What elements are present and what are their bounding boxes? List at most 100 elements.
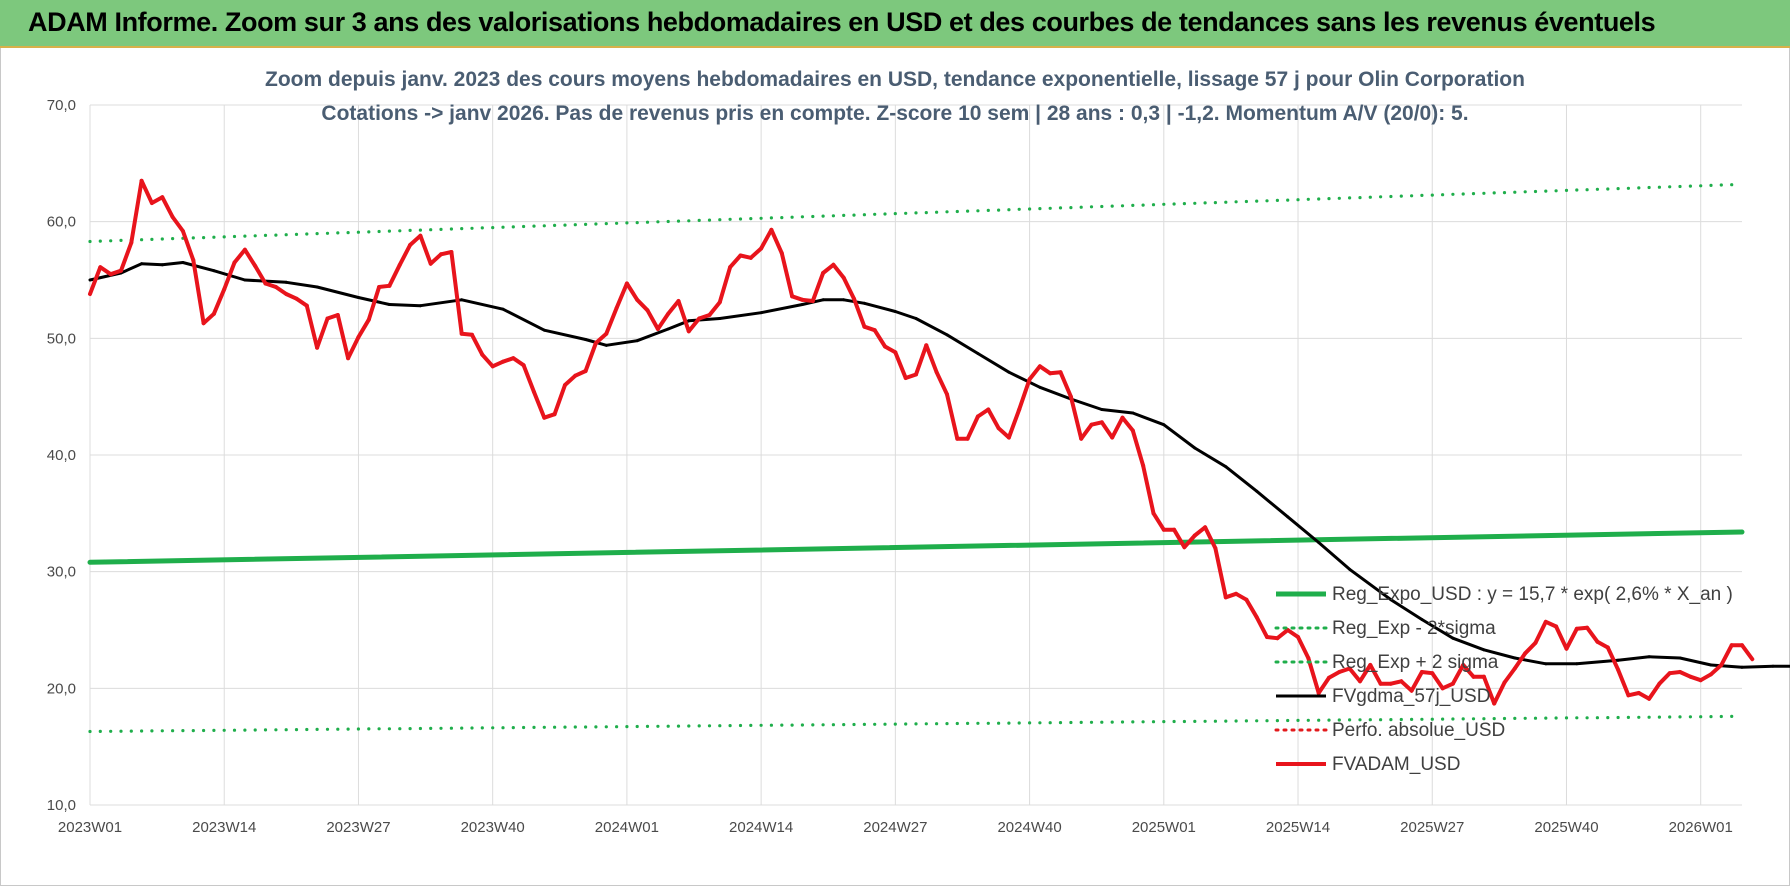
y-tick-label: 30,0	[47, 564, 76, 581]
y-tick-label: 50,0	[47, 330, 76, 347]
series-point	[728, 217, 732, 221]
series-point	[1213, 719, 1217, 723]
series-point	[914, 211, 918, 215]
series-point	[821, 214, 825, 218]
series-segment	[1389, 598, 1424, 621]
series-point	[573, 223, 577, 227]
series-point	[935, 722, 939, 726]
series-point	[1451, 192, 1455, 196]
series-point	[1492, 717, 1496, 721]
series-point	[842, 723, 846, 727]
series-point	[1513, 716, 1517, 721]
series-point	[253, 234, 257, 238]
series-point	[202, 236, 206, 240]
series-point	[88, 729, 92, 734]
series-segment	[1254, 615, 1269, 639]
series-point	[1699, 715, 1703, 719]
series-segment	[1575, 658, 1620, 666]
series-point	[140, 729, 144, 733]
chart-area: 10,020,030,040,050,060,070,0 2023W01 2023…	[47, 68, 1790, 836]
series-segment	[1224, 465, 1259, 493]
series-segment	[604, 339, 639, 347]
series-point	[666, 724, 670, 728]
series-segment	[759, 303, 804, 315]
series-segment	[170, 215, 185, 233]
series-point	[563, 725, 567, 729]
series-point	[966, 721, 970, 726]
series-segment	[1141, 463, 1156, 516]
series-point	[377, 727, 381, 731]
series-point	[1131, 720, 1135, 724]
series-point	[852, 213, 856, 217]
series-point	[150, 237, 154, 241]
x-tick-label: 2023W27	[326, 819, 390, 836]
series-segment	[1027, 364, 1042, 382]
series-segment	[666, 299, 681, 316]
series-segment	[1317, 541, 1352, 571]
series-point	[1668, 715, 1672, 719]
series-point	[263, 728, 268, 732]
series-point	[1657, 715, 1661, 719]
series-point	[1575, 716, 1579, 720]
series-point	[1244, 719, 1248, 723]
series-point	[1028, 207, 1032, 211]
series-point	[398, 727, 402, 731]
series-segment	[552, 383, 567, 417]
series-point	[1048, 721, 1052, 725]
series-point	[1482, 717, 1486, 721]
series-segment	[1709, 663, 1744, 669]
series-point	[625, 221, 629, 225]
series-point	[1141, 203, 1145, 207]
series-point	[367, 727, 371, 731]
series-point	[1533, 189, 1538, 194]
series-point	[904, 722, 908, 726]
series-point	[645, 724, 650, 729]
series-segment	[1182, 533, 1197, 550]
series-point	[697, 724, 701, 728]
series-point	[253, 728, 257, 732]
series-point	[191, 729, 195, 733]
series-point	[1358, 196, 1362, 200]
series-point	[893, 212, 897, 216]
series-segment	[975, 407, 991, 419]
series-point	[1007, 208, 1011, 212]
series-point	[202, 728, 206, 733]
series-segment	[1358, 663, 1373, 684]
series-point	[243, 728, 247, 732]
series-segment	[1481, 674, 1497, 706]
series-segment	[986, 407, 1001, 431]
series-segment	[346, 335, 361, 361]
series-point	[635, 221, 639, 225]
series-segment	[180, 229, 196, 263]
series-point	[615, 221, 619, 225]
series-segment	[1409, 670, 1424, 693]
series-point	[883, 212, 887, 216]
series-point	[584, 725, 588, 729]
series-segment	[604, 306, 619, 336]
series-point	[945, 722, 949, 726]
series-point	[1606, 716, 1610, 720]
series-segment	[418, 233, 433, 266]
series-point	[1554, 189, 1558, 193]
series-segment	[1554, 624, 1569, 651]
series-segment	[1719, 643, 1734, 667]
series-point	[88, 239, 92, 244]
series-segment	[924, 343, 939, 375]
series-point	[1193, 201, 1197, 205]
series-point	[759, 723, 763, 727]
series-segment	[1203, 525, 1218, 551]
series-segment	[119, 262, 144, 275]
series-point	[1389, 718, 1393, 722]
chart-title-line2: Cotations -> janv 2026. Pas de revenus p…	[321, 102, 1468, 125]
series-point	[553, 223, 557, 227]
series-segment	[511, 356, 526, 368]
series-point	[1058, 206, 1063, 210]
series-point	[449, 227, 453, 231]
series-segment	[862, 301, 897, 313]
series-segment	[1678, 656, 1713, 667]
series-point	[1203, 719, 1207, 723]
series-segment	[1368, 663, 1383, 686]
series-point	[821, 723, 825, 727]
series-point	[718, 218, 722, 222]
series-point	[1575, 188, 1579, 192]
